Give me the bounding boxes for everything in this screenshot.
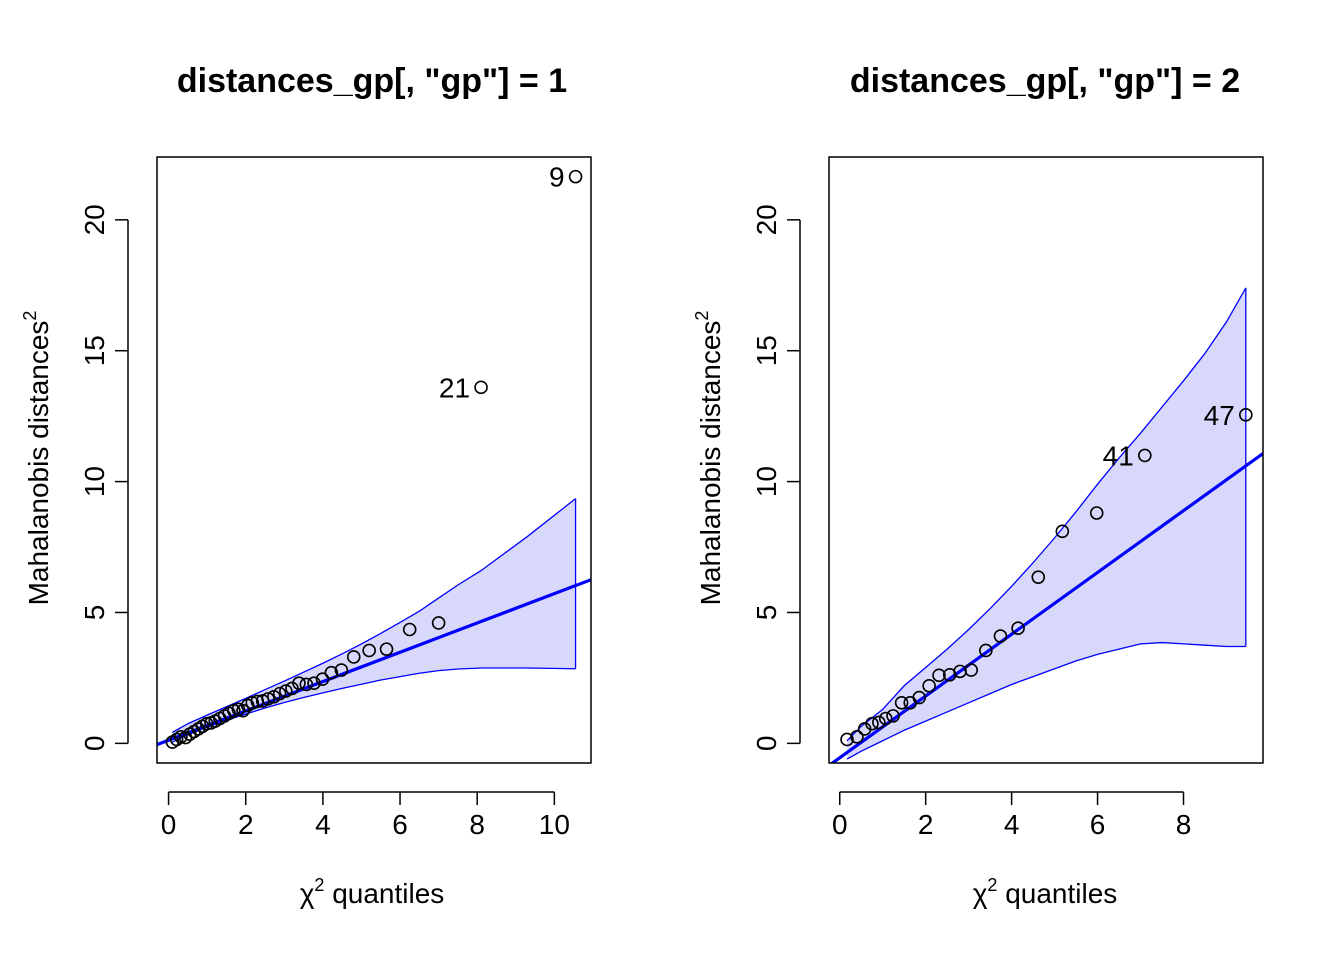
y-tick-label: 5 (751, 605, 782, 621)
chart-title: distances_gp[, "gp"] = 1 (177, 62, 567, 100)
data-point (307, 676, 321, 690)
data-point (362, 643, 376, 658)
x-tick-label: 8 (1176, 809, 1192, 840)
data-point (568, 169, 583, 184)
data-point (1138, 448, 1152, 463)
y-tick-label: 20 (79, 204, 110, 235)
data-point (174, 730, 188, 744)
x-axis-label: χ2 quantiles (300, 875, 445, 909)
x-tick-label: 0 (161, 809, 177, 840)
plot-frame (828, 156, 1264, 764)
y-tick-label: 0 (751, 736, 782, 752)
plot-frame (156, 156, 592, 764)
data-point (894, 695, 909, 710)
y-tick-label: 5 (79, 605, 110, 621)
y-tick-label: 15 (79, 335, 110, 366)
envelope-lower-line (846, 641, 1246, 760)
data-point (886, 709, 900, 723)
data-point (379, 642, 394, 656)
x-tick-label: 2 (918, 809, 934, 840)
data-point (912, 690, 927, 705)
data-point (261, 692, 275, 706)
envelope-lower-line (172, 667, 576, 743)
y-tick-label: 10 (79, 466, 110, 497)
data-point (993, 629, 1008, 643)
point-label: 9 (549, 162, 565, 193)
data-point (299, 677, 314, 692)
point-label: 47 (1204, 400, 1235, 431)
data-point (1089, 506, 1104, 520)
x-tick-label: 10 (539, 809, 570, 840)
x-tick-label: 6 (1090, 809, 1106, 840)
data-point (1055, 524, 1070, 539)
data-point (922, 678, 936, 693)
y-tick-label: 10 (751, 466, 782, 497)
data-point (840, 732, 854, 747)
data-point (932, 668, 946, 683)
plot-area (829, 287, 1263, 763)
reference-line (829, 452, 1263, 763)
data-point (402, 622, 417, 637)
data-point (850, 730, 864, 744)
y-axis: 0 5 10 15 20 (79, 204, 129, 752)
data-point (346, 650, 361, 664)
point-label: 41 (1103, 440, 1134, 471)
data-point (245, 695, 260, 710)
y-tick-label: 20 (751, 204, 782, 235)
data-point (1011, 621, 1025, 635)
x-tick-label: 4 (315, 809, 331, 840)
data-point (292, 676, 306, 690)
data-point (872, 715, 886, 730)
data-point (279, 684, 293, 698)
x-tick-label: 6 (392, 809, 408, 840)
data-point (334, 663, 349, 677)
data-point (431, 616, 446, 630)
data-point (865, 716, 879, 731)
envelope-upper-line (172, 498, 576, 733)
plot-area (157, 169, 591, 749)
data-point (964, 663, 979, 677)
qq-panel-group-2: distances_gp[, "gp"] = 2 χ2 quantiles Ma… (692, 62, 1264, 909)
data-point (878, 711, 893, 726)
chart-title: distances_gp[, "gp"] = 2 (850, 62, 1240, 100)
y-axis: 0 5 10 15 20 (751, 204, 801, 752)
data-point (315, 672, 330, 687)
data-point (1031, 570, 1046, 584)
data-point (272, 686, 287, 701)
qq-panel-group-1: distances_gp[, "gp"] = 1 χ2 quantiles Ma… (20, 62, 592, 909)
data-point (1239, 408, 1253, 422)
y-axis-label: Mahalanobis distances2 (20, 311, 54, 606)
x-axis-label: χ2 quantiles (973, 875, 1118, 909)
x-tick-label: 4 (1004, 809, 1020, 840)
x-axis: 0 2 4 6 8 (832, 791, 1192, 840)
envelope-upper-line (846, 287, 1247, 742)
y-tick-label: 15 (751, 335, 782, 366)
confidence-envelope (847, 287, 1246, 760)
x-axis: 0 2 4 6 8 10 (161, 791, 570, 840)
x-tick-label: 0 (832, 809, 848, 840)
point-label: 21 (439, 372, 470, 403)
y-axis-label: Mahalanobis distances2 (692, 311, 726, 606)
x-tick-label: 2 (238, 809, 254, 840)
data-point (324, 665, 339, 680)
data-point (979, 643, 993, 658)
y-tick-label: 0 (79, 736, 110, 752)
x-tick-label: 8 (469, 809, 485, 840)
data-point (474, 380, 488, 395)
reference-line (157, 578, 591, 747)
